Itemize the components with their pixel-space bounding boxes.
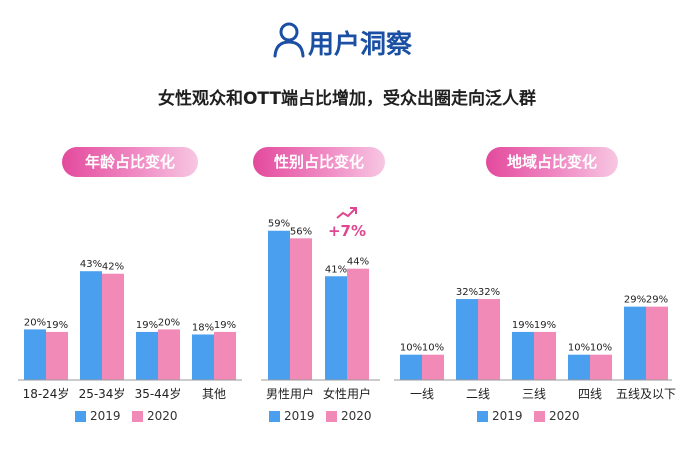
- age-value-label: 20%: [24, 317, 46, 328]
- region-bar-1-3: [590, 354, 612, 380]
- gender-legend-swatch: [326, 411, 337, 422]
- age-bar-1-2: [158, 329, 180, 380]
- region-value-label: 32%: [456, 287, 478, 298]
- gender-value-label: 59%: [268, 219, 290, 230]
- age-value-label: 20%: [158, 317, 180, 328]
- page-title: 用户洞察: [308, 29, 413, 60]
- region-value-label: 29%: [646, 295, 668, 306]
- age-category-label: 其他: [202, 387, 226, 401]
- region-value-label: 10%: [568, 343, 590, 354]
- gender-category-label: 男性用户: [266, 386, 314, 401]
- growth-annotation: +7%: [328, 222, 366, 240]
- age-value-label: 18%: [192, 322, 214, 333]
- age-value-label: 19%: [136, 320, 158, 331]
- region-bar-0-1: [456, 299, 478, 380]
- age-bar-1-0: [46, 331, 68, 380]
- region-value-label: 32%: [478, 287, 500, 298]
- age-bar-1-3: [214, 331, 236, 380]
- region-category-label: 五线及以下: [616, 387, 676, 401]
- age-legend-swatch: [75, 411, 86, 422]
- age-category-label: 35-44岁: [135, 386, 182, 401]
- gender-chart-title: 性别占比变化: [253, 147, 385, 177]
- region-chart-title: 地域占比变化: [486, 147, 618, 177]
- region-legend-label: 2019: [492, 409, 523, 423]
- region-value-label: 19%: [534, 320, 556, 331]
- trend-up-icon: [336, 207, 357, 219]
- trend-arrowhead-icon: [350, 207, 357, 214]
- age-legend-label: 2020: [147, 409, 178, 423]
- region-category-label: 一线: [410, 387, 434, 401]
- user-icon: [273, 22, 305, 58]
- region-bar-0-0: [400, 354, 422, 380]
- age-legend-swatch: [132, 411, 143, 422]
- gender-value-label: 44%: [347, 257, 369, 268]
- age-value-label: 19%: [46, 320, 68, 331]
- age-bar-0-0: [24, 329, 46, 380]
- gender-legend-label: 2019: [284, 409, 315, 423]
- gender-bar-1-0: [290, 238, 312, 380]
- region-category-label: 二线: [466, 387, 490, 401]
- age-legend-label: 2019: [90, 409, 121, 423]
- region-value-label: 29%: [624, 295, 646, 306]
- region-bar-0-4: [624, 306, 646, 380]
- age-value-label: 43%: [80, 259, 102, 270]
- region-category-label: 四线: [578, 387, 602, 401]
- region-bar-1-2: [534, 331, 556, 380]
- region-value-label: 10%: [422, 343, 444, 354]
- age-value-label: 42%: [102, 262, 124, 273]
- gender-category-label: 女性用户: [323, 386, 371, 401]
- region-legend-swatch: [534, 411, 545, 422]
- gender-bar-0-0: [268, 230, 290, 380]
- region-value-label: 10%: [590, 343, 612, 354]
- age-value-label: 19%: [214, 320, 236, 331]
- gender-bar-1-1: [347, 268, 369, 380]
- age-category-label: 18-24岁: [23, 386, 70, 401]
- gender-bar-0-1: [325, 276, 347, 380]
- gender-legend-swatch: [269, 411, 280, 422]
- region-legend-swatch: [477, 411, 488, 422]
- region-value-label: 19%: [512, 320, 534, 331]
- gender-value-label: 41%: [325, 264, 347, 275]
- gender-legend-label: 2020: [341, 409, 372, 423]
- age-bar-0-1: [80, 271, 102, 380]
- region-bar-1-4: [646, 306, 668, 380]
- age-category-label: 25-34岁: [79, 386, 126, 401]
- age-bar-1-1: [102, 273, 124, 380]
- region-bar-1-1: [478, 299, 500, 380]
- age-bar-0-2: [136, 331, 158, 380]
- region-bar-0-3: [568, 354, 590, 380]
- age-chart-title: 年龄占比变化: [62, 147, 198, 177]
- region-legend-label: 2020: [549, 409, 580, 423]
- region-bar-0-2: [512, 331, 534, 380]
- region-category-label: 三线: [522, 387, 546, 401]
- gender-value-label: 56%: [290, 226, 312, 237]
- age-bar-0-3: [192, 334, 214, 380]
- page-subtitle: 女性观众和OTT端占比增加，受众出圈走向泛人群: [158, 88, 536, 109]
- region-bar-1-0: [422, 354, 444, 380]
- region-value-label: 10%: [400, 343, 422, 354]
